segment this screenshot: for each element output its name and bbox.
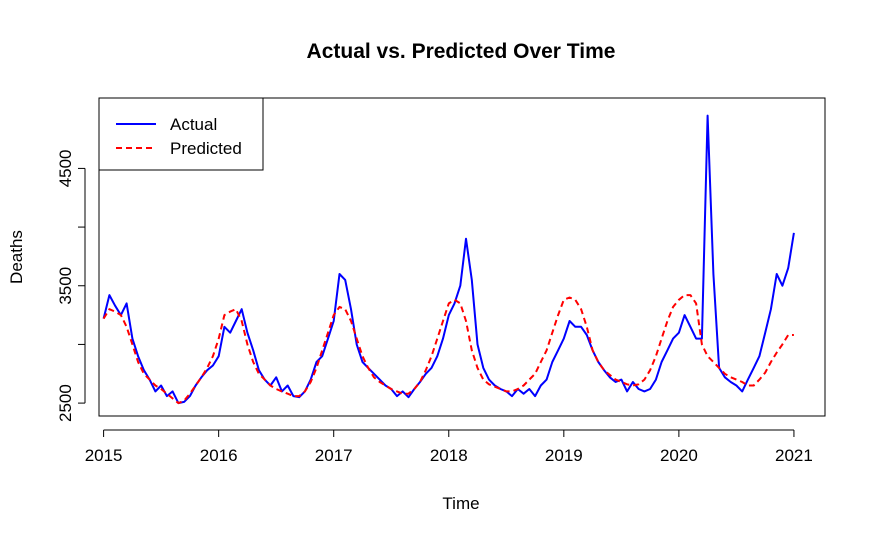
x-tick-label: 2015: [85, 446, 123, 465]
x-tick-label: 2019: [545, 446, 583, 465]
legend-label-actual: Actual: [170, 115, 217, 134]
y-axis: 2500 3500 4500: [56, 149, 86, 422]
series-layer: [102, 114, 795, 405]
chart-title: Actual vs. Predicted Over Time: [307, 40, 616, 63]
legend-box: [98, 97, 264, 171]
y-tick-label: 2500: [56, 384, 75, 422]
x-axis: 2015 2016 2017 2018 2019 2020 2021: [85, 429, 813, 465]
x-tick-label: 2020: [660, 446, 698, 465]
x-tick-label: 2017: [315, 446, 353, 465]
plot-frame: [98, 97, 826, 417]
series-line-actual: [102, 114, 795, 405]
x-tick-label: 2016: [200, 446, 238, 465]
x-axis-label: Time: [442, 494, 479, 513]
x-tick-label: 2018: [430, 446, 468, 465]
x-tick-label: 2021: [775, 446, 813, 465]
legend-label-predicted: Predicted: [170, 139, 242, 158]
legend: Actual Predicted: [98, 97, 264, 171]
y-tick-label: 4500: [56, 149, 75, 187]
y-tick-label: 3500: [56, 267, 75, 305]
series-line-predicted: [102, 294, 794, 405]
y-axis-label: Deaths: [7, 230, 26, 284]
